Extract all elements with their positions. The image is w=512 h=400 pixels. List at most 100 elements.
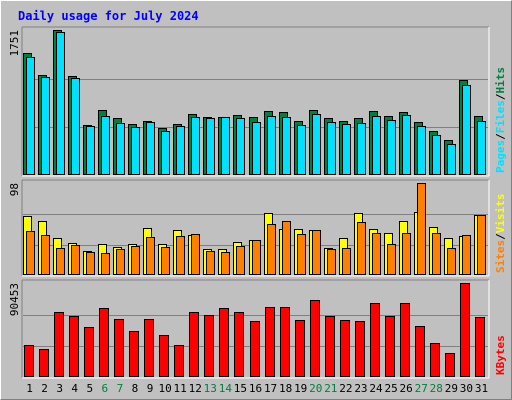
bar-files-9	[146, 122, 155, 175]
bar-sites-17	[267, 224, 276, 275]
series-kbytes	[24, 283, 485, 377]
bar-files-28	[432, 135, 441, 175]
bar-files-29	[447, 144, 456, 175]
bar-kbytes-29	[445, 353, 455, 377]
x-tick-label-4: 4	[71, 382, 78, 395]
bar-sites-9	[146, 237, 155, 275]
bar-sites-11	[176, 236, 185, 275]
bar-kbytes-26	[400, 303, 410, 377]
bar-sites-15	[236, 246, 245, 275]
x-tick-label-2: 2	[41, 382, 48, 395]
bar-files-23	[357, 123, 366, 175]
x-tick-label-20: 20	[309, 382, 322, 395]
bar-sites-23	[357, 222, 366, 275]
bar-sites-7	[116, 249, 125, 275]
x-tick-label-28: 28	[430, 382, 443, 395]
bar-kbytes-11	[174, 345, 184, 377]
bar-files-27	[417, 126, 426, 175]
x-tick-label-8: 8	[132, 382, 139, 395]
bar-files-19	[297, 125, 306, 175]
x-tick-label-10: 10	[158, 382, 171, 395]
x-tick-label-18: 18	[279, 382, 292, 395]
bar-kbytes-3	[54, 312, 64, 377]
bar-kbytes-16	[250, 321, 260, 377]
x-tick-label-26: 26	[400, 382, 413, 395]
bar-files-1	[26, 57, 35, 175]
bar-sites-30	[462, 235, 471, 275]
legend: Pages/Files/Hits	[494, 67, 507, 173]
x-tick-label-7: 7	[117, 382, 124, 395]
bar-sites-10	[161, 247, 170, 275]
bar-sites-3	[56, 248, 65, 275]
series-sites	[26, 183, 486, 275]
bar-kbytes-4	[69, 316, 79, 377]
x-tick-label-25: 25	[384, 382, 397, 395]
bar-files-31	[477, 121, 486, 175]
bar-kbytes-15	[234, 312, 244, 377]
legend-separator: /	[494, 233, 507, 240]
x-tick-label-19: 19	[294, 382, 307, 395]
legend-files: Files	[494, 100, 507, 133]
bar-sites-21	[327, 249, 336, 275]
panel-kbytes: 90453 KBytes	[8, 279, 507, 379]
bar-kbytes-6	[99, 308, 109, 377]
bar-kbytes-20	[310, 300, 320, 377]
bar-sites-20	[312, 230, 321, 275]
bar-sites-26	[402, 233, 411, 275]
bar-kbytes-1	[24, 345, 34, 377]
bar-kbytes-24	[370, 303, 380, 377]
x-tick-label-1: 1	[26, 382, 33, 395]
x-tick-label-3: 3	[56, 382, 63, 395]
bar-sites-28	[432, 233, 441, 275]
bar-sites-19	[297, 234, 306, 275]
bar-sites-29	[447, 248, 456, 275]
bar-kbytes-5	[84, 327, 94, 377]
chart-title: Daily usage for July 2024	[18, 9, 199, 23]
x-tick-label-31: 31	[475, 382, 488, 395]
bar-sites-18	[282, 221, 291, 275]
bar-kbytes-17	[265, 307, 275, 377]
legend: Sites/Visits	[494, 194, 507, 274]
bar-sites-2	[41, 235, 50, 275]
bar-kbytes-27	[415, 326, 425, 377]
x-tick-label-21: 21	[324, 382, 337, 395]
legend-sites: Sites	[494, 240, 507, 273]
bar-kbytes-30	[460, 283, 470, 377]
legend-separator: /	[494, 93, 507, 100]
bar-kbytes-9	[144, 319, 154, 377]
bar-files-14	[221, 117, 230, 175]
x-tick-label-24: 24	[369, 382, 383, 395]
bar-files-2	[41, 77, 50, 175]
x-tick-label-17: 17	[264, 382, 277, 395]
x-tick-label-14: 14	[219, 382, 233, 395]
x-tick-label-12: 12	[189, 382, 202, 395]
bar-kbytes-2	[39, 349, 49, 377]
bar-files-26	[402, 115, 411, 175]
bar-kbytes-21	[325, 316, 335, 377]
max-value-label: 98	[8, 183, 21, 196]
bar-sites-31	[477, 215, 486, 275]
bar-kbytes-8	[129, 331, 139, 377]
x-tick-label-5: 5	[86, 382, 93, 395]
bar-sites-13	[206, 251, 215, 275]
bar-sites-6	[101, 253, 110, 275]
bar-kbytes-13	[204, 315, 214, 377]
legend-separator: /	[494, 133, 507, 140]
legend: KBytes	[494, 335, 507, 375]
x-tick-label-22: 22	[339, 382, 352, 395]
bar-kbytes-23	[355, 321, 365, 377]
bar-kbytes-12	[189, 312, 199, 377]
legend-pages: Pages	[494, 140, 507, 173]
x-tick-label-29: 29	[445, 382, 458, 395]
bar-files-17	[267, 116, 276, 175]
bar-sites-5	[86, 252, 95, 275]
series-files	[26, 32, 486, 175]
x-tick-label-23: 23	[354, 382, 367, 395]
bar-sites-14	[221, 252, 230, 275]
legend-kbytes: KBytes	[494, 335, 507, 375]
x-tick-label-11: 11	[174, 382, 187, 395]
bar-sites-25	[387, 244, 396, 275]
